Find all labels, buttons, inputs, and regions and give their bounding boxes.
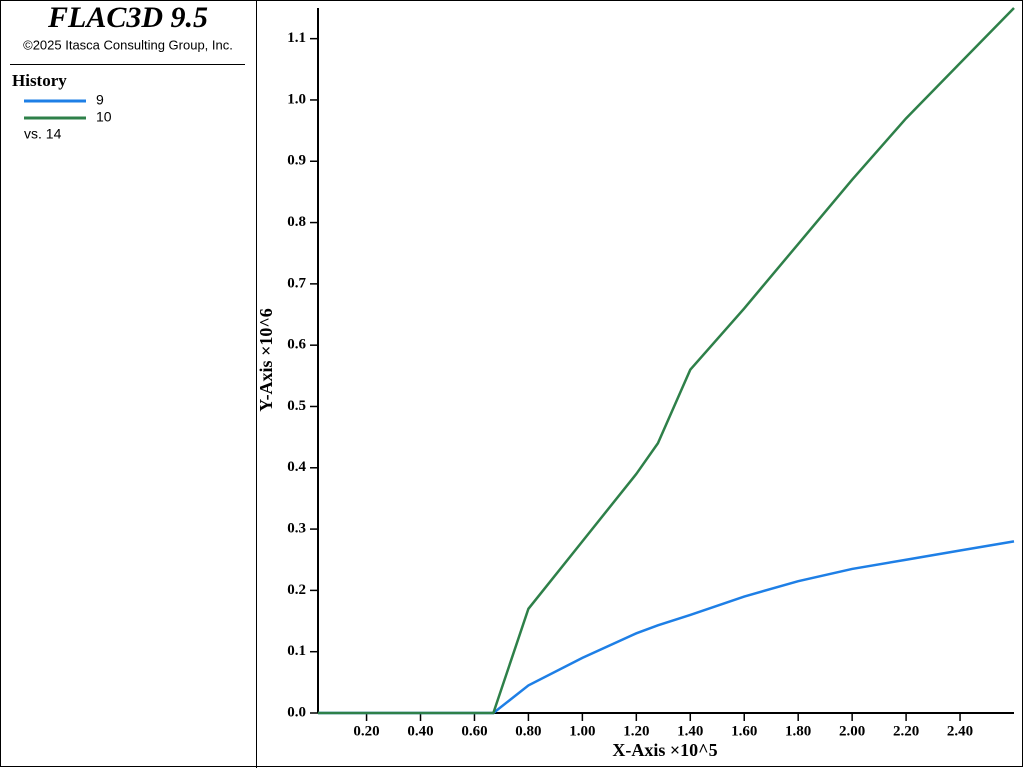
y-tick-label: 0.6 — [287, 337, 306, 353]
legend-label: 9 — [96, 92, 104, 108]
x-tick-label: 0.20 — [353, 723, 379, 739]
y-tick-label: 0.8 — [287, 214, 306, 230]
x-tick-label: 1.00 — [569, 723, 595, 739]
y-axis-label: Y-Axis ×10^6 — [256, 308, 276, 412]
copyright: ©2025 Itasca Consulting Group, Inc. — [23, 37, 233, 52]
x-axis-label: X-Axis ×10^5 — [612, 740, 717, 760]
x-tick-label: 2.20 — [893, 723, 919, 739]
x-tick-label: 0.60 — [461, 723, 487, 739]
series-line — [318, 7, 1015, 715]
y-tick-label: 0.0 — [287, 704, 306, 720]
x-tick-label: 2.00 — [839, 723, 865, 739]
y-tick-label: 0.2 — [287, 582, 306, 598]
y-tick-label: 0.7 — [287, 275, 306, 291]
x-tick-label: 1.60 — [731, 723, 757, 739]
y-tick-label: 0.1 — [287, 643, 306, 659]
x-tick-label: 2.40 — [947, 723, 973, 739]
x-tick-label: 1.40 — [677, 723, 703, 739]
x-tick-label: 0.40 — [407, 723, 433, 739]
x-tick-label: 1.80 — [785, 723, 811, 739]
app-title: FLAC3D 9.5 — [47, 1, 208, 34]
x-tick-label: 1.20 — [623, 723, 649, 739]
y-tick-label: 0.9 — [287, 153, 306, 169]
y-tick-label: 0.4 — [287, 459, 306, 475]
x-tick-label: 0.80 — [515, 723, 541, 739]
series-line — [318, 540, 1015, 715]
y-tick-label: 0.3 — [287, 521, 306, 537]
y-tick-label: 1.1 — [287, 30, 306, 46]
legend-title: History — [12, 71, 67, 90]
y-tick-label: 1.0 — [287, 91, 306, 107]
legend-label: 10 — [96, 109, 112, 125]
y-tick-label: 0.5 — [287, 398, 306, 414]
legend-note: vs. 14 — [24, 126, 62, 142]
